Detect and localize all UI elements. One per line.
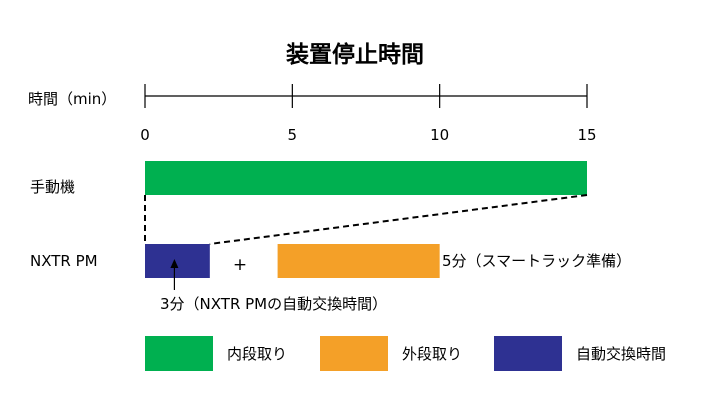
row-label: 手動機 xyxy=(30,178,75,196)
legend-swatch-internal xyxy=(145,336,213,371)
bar-segment-external xyxy=(277,244,440,278)
legend-swatch-external xyxy=(320,336,388,371)
legend-label: 外段取り xyxy=(402,345,462,363)
axis-tick-label: 10 xyxy=(430,126,449,144)
axis-label: 時間（min） xyxy=(28,90,116,108)
annotation-arrow-head xyxy=(170,259,179,268)
row-label: NXTR PM xyxy=(30,252,98,270)
legend-swatch-auto xyxy=(494,336,562,371)
bar-segment-auto xyxy=(145,244,210,278)
external-setup-label: 5分（スマートラック準備） xyxy=(442,252,631,270)
zoom-connectors xyxy=(144,194,588,245)
chart-title: 装置停止時間 xyxy=(286,41,424,68)
legend-label: 自動交換時間 xyxy=(576,345,666,363)
connector-right xyxy=(209,194,588,245)
bar-segment-internal xyxy=(145,161,587,195)
bar-rows: 手動機 NXTR PM +5分（スマートラック準備） 3分（NXTR PMの自動交換時… xyxy=(30,161,631,313)
axis-ticks: 0 5 10 15 xyxy=(140,84,597,144)
axis-tick-label: 0 xyxy=(140,126,150,144)
legend: 内段取り 外段取り 自動交換時間 xyxy=(145,336,666,371)
plus-sign: + xyxy=(233,255,247,275)
annotation-label: 3分（NXTR PMの自動交換時間） xyxy=(160,295,387,313)
axis-tick-label: 5 xyxy=(288,126,298,144)
legend-label: 内段取り xyxy=(227,345,287,363)
axis-tick-label: 15 xyxy=(577,126,596,144)
